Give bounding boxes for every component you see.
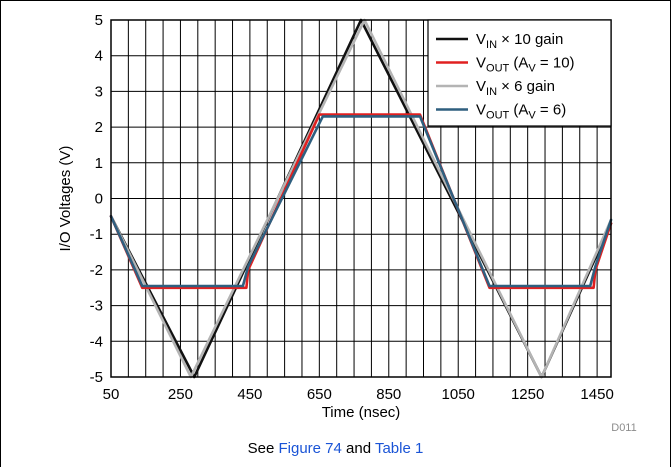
x-tick-labels: 50 250 450 650 850 1050 1250 1450 [103, 386, 614, 403]
x-tick-label: 850 [376, 386, 401, 403]
y-tick-label: 1 [95, 155, 103, 172]
caption-prefix: See [247, 440, 279, 457]
x-tick-label: 50 [103, 386, 120, 403]
x-tick-label: 1050 [442, 386, 475, 403]
y-tick-label: 3 [95, 83, 103, 100]
caption-middle: and [341, 440, 375, 457]
x-tick-label: 1250 [511, 386, 544, 403]
y-tick-label: 0 [95, 191, 103, 208]
y-tick-label: -2 [90, 262, 103, 279]
table-1-link[interactable]: Table 1 [374, 440, 424, 457]
y-tick-label: -5 [90, 369, 103, 386]
plot-border [110, 19, 612, 378]
x-tick-label: 1450 [580, 386, 613, 403]
series-line [109, 113, 613, 290]
legend-label: VOUT (AV = 10) [476, 55, 575, 75]
legend-label: VOUT (AV = 6) [476, 102, 566, 122]
figure-id: D011 [611, 422, 636, 434]
figure-caption: See Figure 74 and Table 1 [0, 440, 671, 457]
y-tick-label: 2 [95, 119, 103, 136]
y-tick-label: -1 [90, 226, 103, 243]
x-axis-label: Time (nsec) [322, 404, 401, 421]
y-tick-label: -4 [90, 333, 103, 350]
legend-box [427, 19, 612, 127]
x-tick-label: 650 [307, 386, 332, 403]
y-axis-label: I/O Voltages (V) [57, 146, 74, 252]
y-tick-label: -3 [90, 298, 103, 315]
legend-label: VIN × 10 gain [476, 31, 563, 51]
x-tick-label: 250 [168, 386, 193, 403]
legend-label: VIN × 6 gain [476, 78, 555, 98]
x-tick-label: 450 [237, 386, 262, 403]
figure-74-link[interactable]: Figure 74 [278, 440, 342, 457]
series-line [109, 115, 613, 288]
y-tick-label: 5 [95, 12, 103, 29]
y-tick-label: 4 [95, 48, 103, 65]
io-voltage-chart: -5 -4 -3 -2 -1 0 1 2 3 4 5 50 250 450 650 850 1050 1250 1… [57, 12, 637, 434]
legend: VIN × 10 gain VOUT (AV = 10) VIN × 6 gain V… [427, 19, 612, 127]
y-tick-labels: -5 -4 -3 -2 -1 0 1 2 3 4 5 [90, 12, 103, 386]
